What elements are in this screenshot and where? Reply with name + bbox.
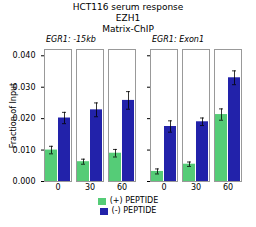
svg-text:0.010: 0.010 bbox=[12, 145, 36, 155]
svg-text:30: 30 bbox=[85, 183, 95, 192]
html-text:EGR1: Exon1: EGR1: Exon1 bbox=[152, 35, 204, 44]
html-text:EZH1: EZH1 bbox=[115, 13, 141, 23]
svg-text:60: 60 bbox=[223, 183, 233, 192]
html-text:EGR1: -15kb: EGR1: -15kb bbox=[46, 35, 96, 44]
html-text:Matrix-ChIP: Matrix-ChIP bbox=[102, 24, 154, 34]
html-text:(-) PEPTIDE: (-) PEPTIDE bbox=[111, 206, 157, 215]
svg-text:0.040: 0.040 bbox=[13, 51, 36, 60]
svg-text:30: 30 bbox=[191, 183, 201, 192]
svg-text:0.000: 0.000 bbox=[13, 177, 36, 186]
svg-text:60: 60 bbox=[117, 183, 127, 192]
html-text:HCT116 serum response: HCT116 serum response bbox=[72, 2, 184, 12]
svg-text:0.020: 0.020 bbox=[12, 114, 36, 124]
html-text:(+) PEPTIDE: (+) PEPTIDE bbox=[109, 196, 159, 205]
svg-text:0.030: 0.030 bbox=[12, 82, 36, 92]
svg-text:0: 0 bbox=[161, 183, 166, 192]
svg-text:0: 0 bbox=[55, 183, 60, 192]
svg-text:Fraction of Input: Fraction of Input bbox=[9, 83, 18, 148]
